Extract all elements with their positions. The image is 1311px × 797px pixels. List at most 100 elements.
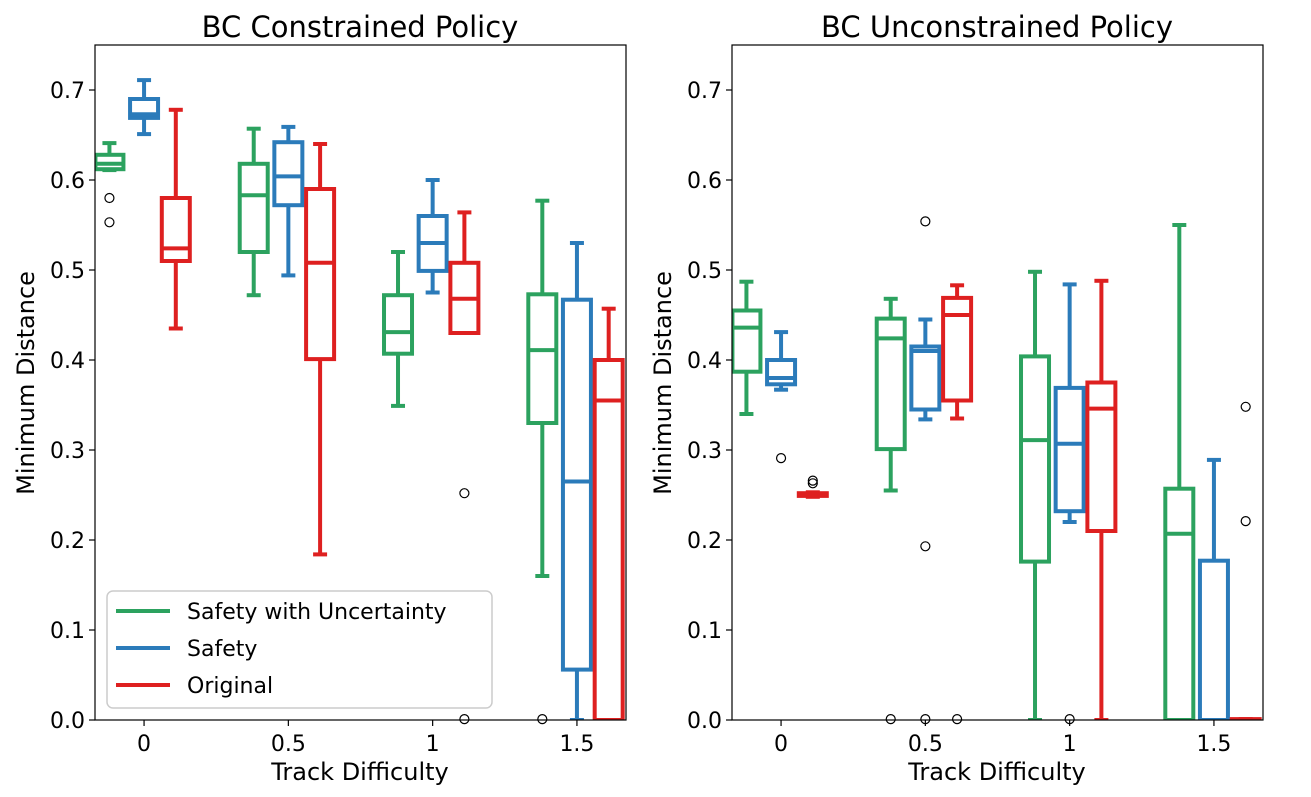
y-tick-label: 0.7 <box>50 79 85 104</box>
y-tick-label: 0.3 <box>50 439 85 464</box>
y-tick-label: 0.7 <box>687 79 722 104</box>
box-safety-with-uncertainty <box>1163 223 1196 720</box>
box-iqr <box>1019 354 1052 564</box>
x-tick-label: 0.5 <box>908 732 943 757</box>
box-safety-with-uncertainty <box>1019 269 1052 720</box>
box-safety-with-uncertainty <box>526 198 559 578</box>
y-tick-label: 0.0 <box>50 709 85 734</box>
box-iqr <box>560 297 593 672</box>
box-iqr <box>526 292 559 425</box>
y-axis-label: Minimum Distance <box>649 271 677 495</box>
x-axis-label: Track Difficulty <box>907 758 1085 786</box>
outlier-point <box>459 713 470 725</box>
box-marks <box>732 223 1262 720</box>
plot-area: 0.0 0.1 0.2 0.3 0.4 0.5 0.6 0.7 0 0.5 1 1.5 <box>687 44 1264 757</box>
box-iqr <box>592 358 625 720</box>
outlier-point <box>104 192 115 204</box>
box-safety-with-uncertainty <box>732 279 763 416</box>
panel-unconstrained: BC Unconstrained Policy 0.00.10.20.30.40… <box>649 10 1264 786</box>
legend-label-safety: Safety <box>187 637 257 662</box>
panel-constrained: BC Constrained Policy 0.0 0.1 0.2 0.3 0.4 0.5… <box>12 10 627 786</box>
box-safety-with-uncertainty <box>95 141 126 173</box>
outlier-point <box>537 713 548 725</box>
y-tick-label: 0.6 <box>687 169 722 194</box>
x-tick-label: 1.5 <box>1196 732 1231 757</box>
outlier-point <box>807 475 818 486</box>
box-safety <box>909 317 942 422</box>
legend-label-safety-with-uncertainty: Safety with Uncertainty <box>187 600 447 625</box>
x-tick-label: 1 <box>426 732 440 757</box>
outlier-point <box>807 478 818 489</box>
chart-title: BC Constrained Policy <box>202 10 519 44</box>
box-safety <box>416 178 449 295</box>
outlier-point <box>104 217 115 228</box>
outlier-point <box>1240 401 1251 412</box>
x-tick-label: 1.5 <box>559 732 594 757</box>
legend-label-original: Original <box>187 674 273 699</box>
outlier-point <box>459 488 470 499</box>
box-iqr <box>1163 486 1196 720</box>
box-safety <box>1053 282 1086 524</box>
box-safety-with-uncertainty <box>382 250 415 408</box>
box-iqr <box>1053 385 1086 514</box>
box-iqr <box>237 161 270 254</box>
box-safety <box>128 78 161 137</box>
outlier-point <box>1240 515 1251 527</box>
box-iqr <box>272 140 305 208</box>
axes-frame <box>731 44 1264 721</box>
box-safety-with-uncertainty <box>237 126 270 298</box>
legend: Safety with Uncertainty Safety Original <box>106 590 493 709</box>
outlier-point <box>775 453 787 464</box>
x-tick-label: 0.5 <box>271 732 306 757</box>
x-tick-label: 0 <box>137 732 151 757</box>
x-tick-label: 0 <box>774 732 788 757</box>
box-iqr <box>1085 380 1118 533</box>
box-original <box>304 142 337 557</box>
box-original <box>1085 278 1118 720</box>
y-tick-label: 0.1 <box>50 619 85 644</box>
box-safety <box>765 330 798 392</box>
plot-area: 0.0 0.1 0.2 0.3 0.4 0.5 0.6 0.7 0 0.5 1 1.5 <box>50 44 627 757</box>
box-safety <box>272 124 305 278</box>
x-axis-label: Track Difficulty <box>270 758 448 786</box>
box-iqr <box>128 97 161 120</box>
box-iqr <box>765 358 798 387</box>
y-tick-label: 0.2 <box>687 529 722 554</box>
box-iqr <box>304 187 337 362</box>
y-tick-label: 0.3 <box>687 439 722 464</box>
y-tick-label: 0.1 <box>687 619 722 644</box>
axes-frame <box>94 44 627 721</box>
box-original <box>941 283 974 421</box>
box-marks <box>95 78 625 720</box>
box-iqr <box>732 308 763 374</box>
box-iqr <box>159 196 192 263</box>
y-tick-label: 0.2 <box>50 529 85 554</box>
y-tick-label: 0.5 <box>50 259 85 284</box>
y-tick-label: 0.5 <box>687 259 722 284</box>
outlier-point <box>885 713 896 725</box>
box-original <box>592 306 625 720</box>
box-safety-with-uncertainty <box>874 296 907 493</box>
box-original <box>159 107 192 331</box>
y-tick-label: 0.4 <box>687 349 722 374</box>
box-iqr <box>874 316 907 452</box>
box-safety <box>560 241 593 720</box>
legend-frame <box>106 590 493 709</box>
outlier-point <box>951 713 963 725</box>
y-tick-label: 0.0 <box>687 709 722 734</box>
box-iqr <box>1197 558 1230 720</box>
box-iqr <box>909 344 942 412</box>
box-iqr <box>382 293 415 356</box>
y-axis-label: Minimum Distance <box>12 271 40 495</box>
outlier-point <box>920 216 931 227</box>
box-original <box>796 490 829 499</box>
chart-title: BC Unconstrained Policy <box>821 10 1173 44</box>
box-original <box>448 210 481 335</box>
box-safety <box>1197 457 1230 720</box>
y-tick-label: 0.4 <box>50 349 85 374</box>
x-tick-label: 1 <box>1063 732 1077 757</box>
outlier-point <box>920 541 931 552</box>
box-iqr <box>941 295 974 403</box>
y-tick-label: 0.6 <box>50 169 85 194</box>
